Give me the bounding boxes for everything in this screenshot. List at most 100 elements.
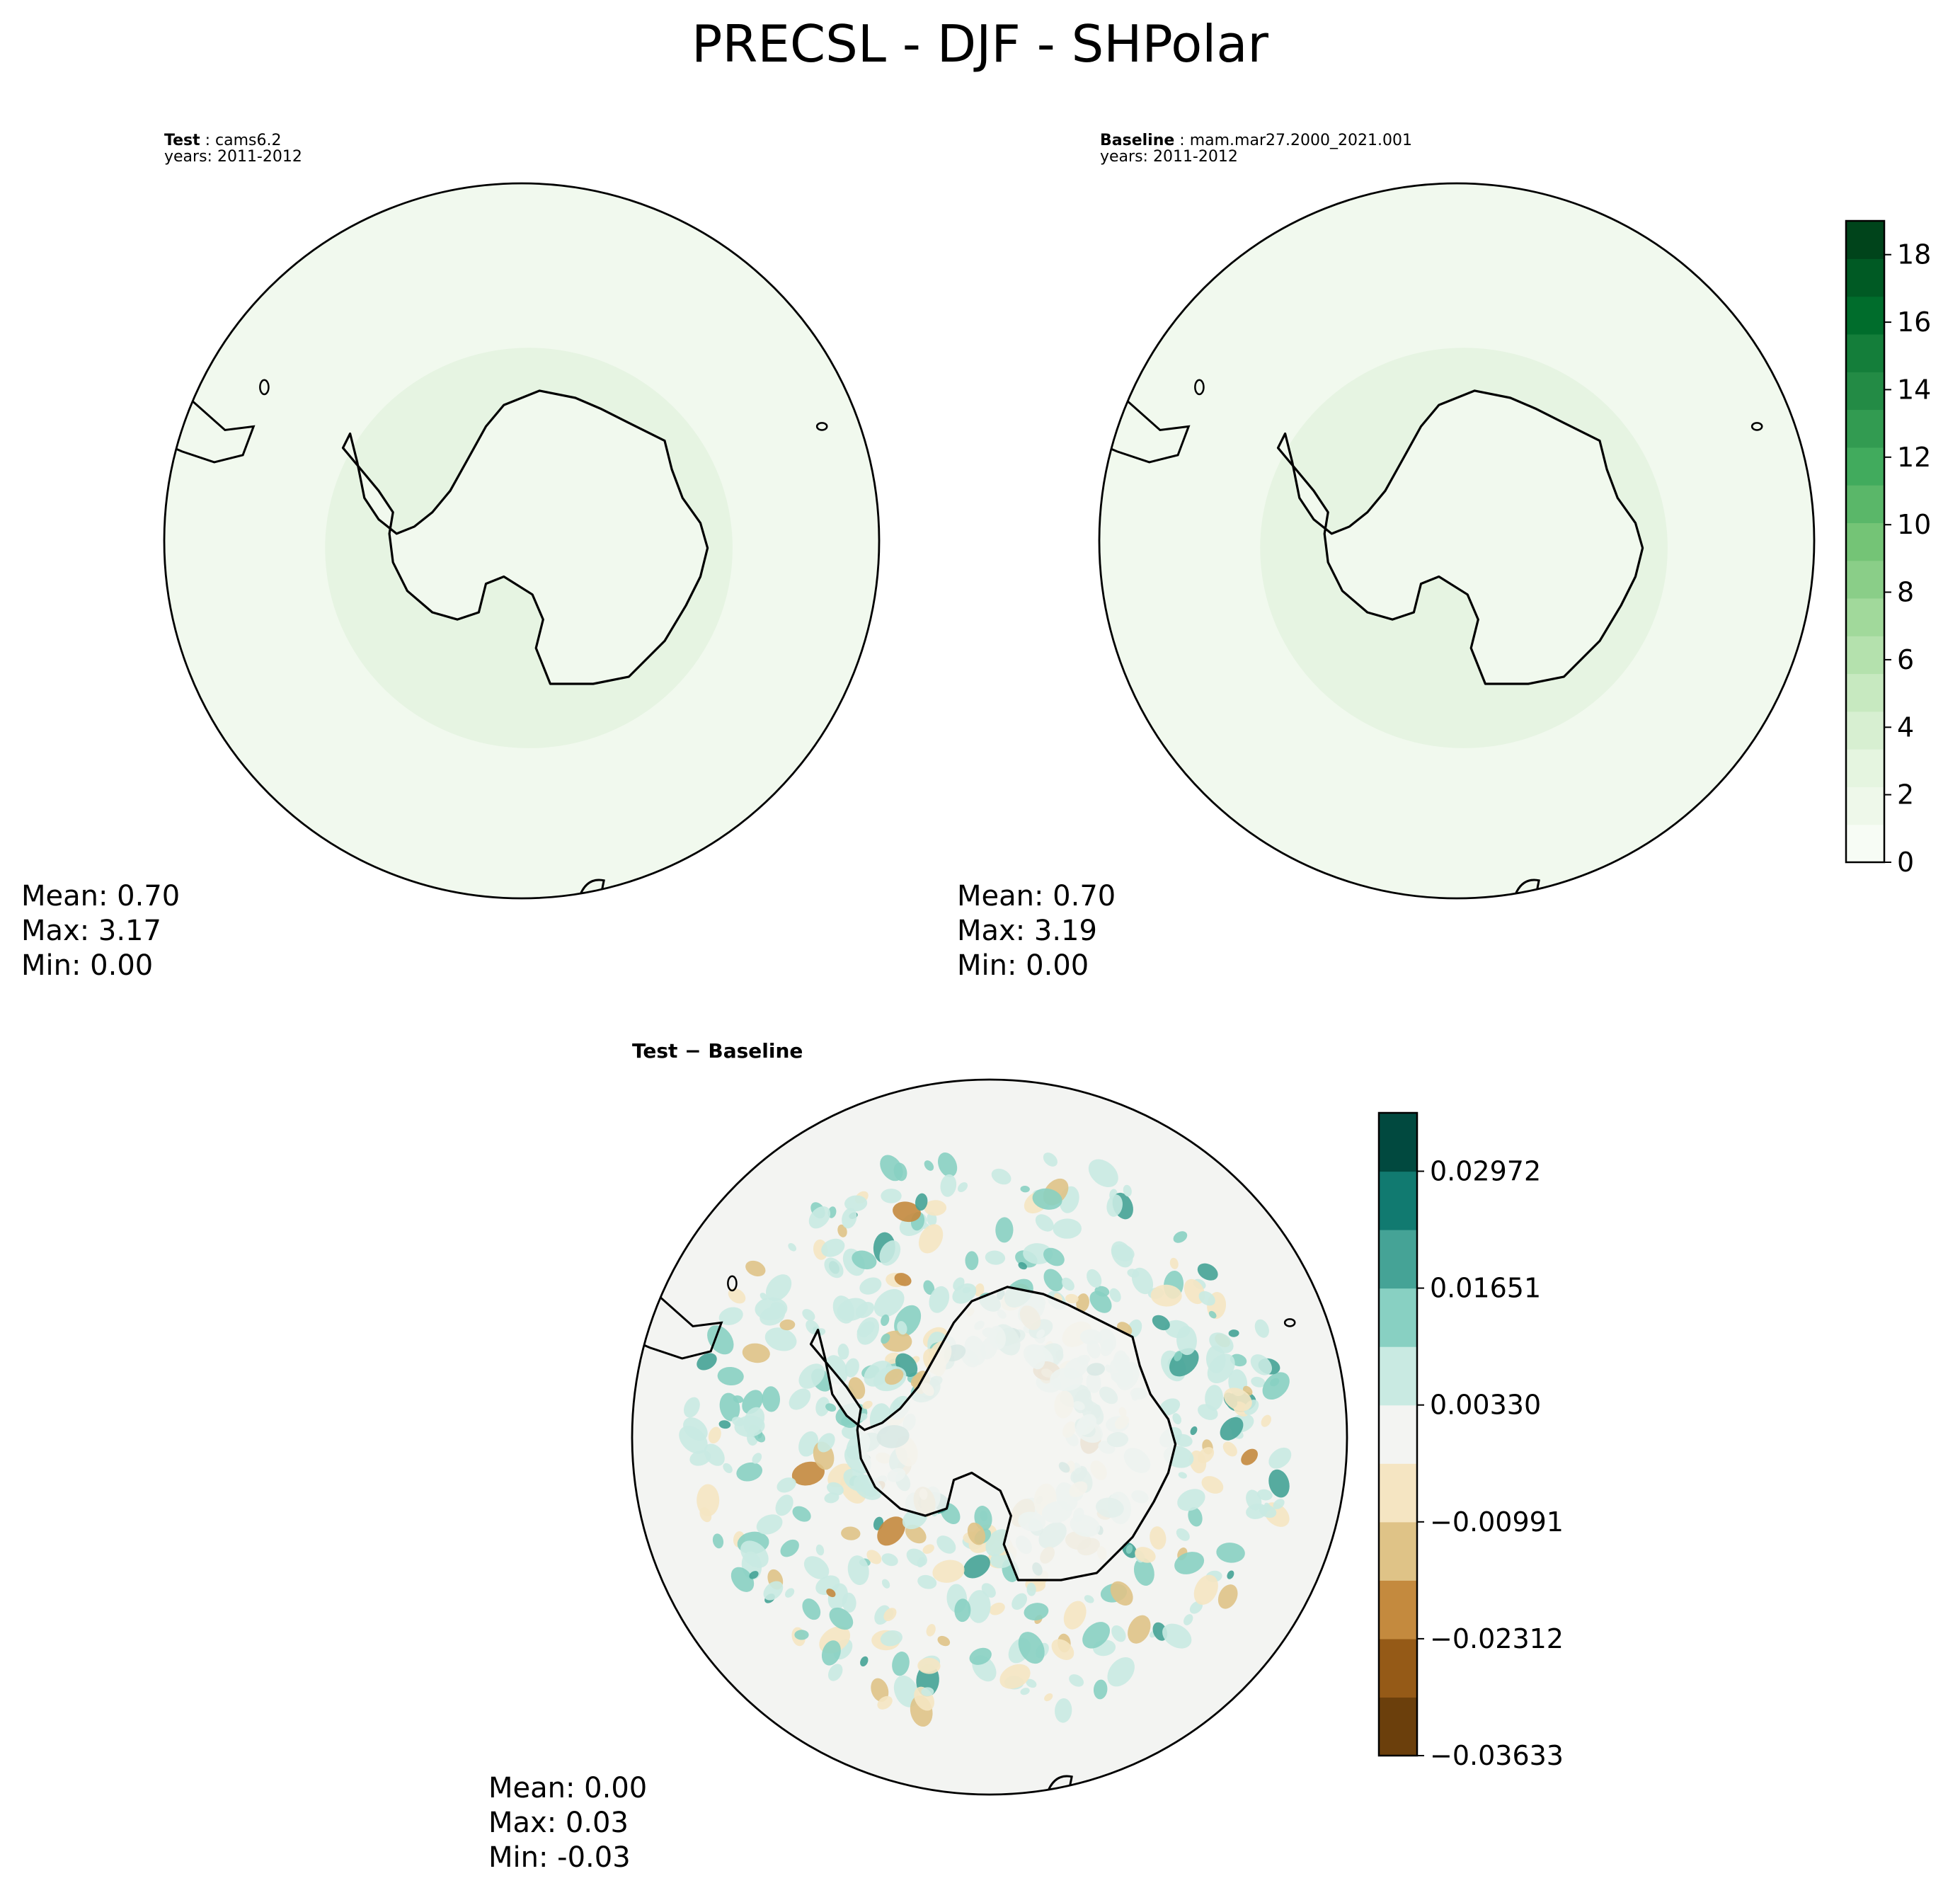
anomaly-patch	[844, 1358, 859, 1378]
colorbar-segment	[1846, 749, 1884, 787]
anomaly-patch	[785, 1588, 795, 1598]
map-boundary	[1098, 182, 1816, 900]
anomaly-patch	[1026, 1678, 1037, 1688]
anomaly-patch	[963, 1555, 990, 1579]
anomaly-patch	[967, 1522, 986, 1545]
anomaly-patch	[1020, 1688, 1030, 1695]
anomaly-patch	[926, 1624, 936, 1637]
anomaly-patch	[802, 1598, 821, 1620]
colorbar-tick-label: 0	[1897, 847, 1914, 878]
anomaly-patch	[736, 1462, 763, 1482]
colorbar-tick-label: −0.03633	[1430, 1740, 1564, 1771]
anomaly-patch	[1159, 1398, 1181, 1416]
island-falklands	[1194, 379, 1205, 396]
colorbar-frame	[1845, 219, 1886, 864]
anomaly-patch	[684, 1397, 700, 1418]
anomaly-patch	[763, 1581, 784, 1601]
anomaly-patch	[837, 1298, 868, 1321]
anomaly-patch	[815, 1544, 825, 1556]
anomaly-patch	[707, 1325, 734, 1355]
colorbar-tick-label: 4	[1897, 711, 1914, 743]
anomaly-patch	[1111, 1625, 1126, 1642]
anomaly-patch	[745, 1260, 766, 1276]
colorbar-segment	[1379, 1113, 1417, 1172]
baseline-case: mam.mar27.2000_2021.001	[1189, 132, 1412, 149]
anomaly-patch	[776, 1477, 796, 1493]
colorbar-tick-label: 0.01651	[1430, 1273, 1541, 1304]
anomaly-patch	[981, 1583, 996, 1598]
anomaly-patch	[752, 1453, 762, 1464]
anomaly-patch	[881, 1189, 902, 1203]
anomaly-patch	[991, 1168, 1011, 1185]
anomaly-patch	[1176, 1326, 1197, 1356]
anomaly-patch	[821, 1640, 841, 1666]
anomaly-patch	[1065, 1293, 1079, 1304]
anomaly-patch	[1174, 1552, 1205, 1574]
anomaly-patch	[879, 1240, 901, 1266]
anomaly-patch	[1254, 1319, 1269, 1338]
anomaly-patch	[1150, 1526, 1167, 1550]
anomaly-patch	[866, 1550, 882, 1564]
anomaly-patch	[995, 1217, 1014, 1243]
anomaly-patch	[1198, 1447, 1215, 1463]
colorbar-tick-label: 2	[1897, 779, 1914, 811]
colorbar-tick-label: −0.00991	[1430, 1506, 1564, 1538]
anomaly-patch	[918, 1224, 944, 1254]
anomaly-patch	[1084, 1595, 1094, 1603]
anomaly-patch	[877, 1516, 905, 1546]
anomaly-patch	[917, 1657, 941, 1674]
baseline-mean: Mean: 0.70	[957, 880, 1116, 912]
diff-stats: Mean: 0.00 Max: 0.03 Min: -0.03	[488, 1771, 647, 1875]
anomaly-patch	[1088, 1159, 1118, 1188]
baseline-caption: Baseline : mam.mar27.2000_2021.001 years…	[1100, 132, 1412, 166]
anomaly-patch	[1262, 1372, 1290, 1400]
anomaly-patch	[749, 1571, 759, 1579]
anomaly-patch	[965, 1251, 979, 1271]
test-max: Max: 3.17	[21, 914, 161, 947]
anomaly-patch	[844, 1195, 868, 1212]
anomaly-patch	[905, 1524, 927, 1544]
anomaly-patch	[1043, 1269, 1064, 1292]
island-falklands	[727, 1275, 738, 1292]
anomaly-patch	[815, 1575, 840, 1596]
island-kerguelen	[815, 422, 828, 431]
test-case: cams6.2	[215, 132, 282, 149]
anomaly-patch	[1222, 1441, 1237, 1457]
anomaly-patch	[699, 1507, 712, 1523]
antarctica-coastline	[341, 389, 709, 685]
colorbar-segment	[1846, 786, 1884, 825]
anomaly-patch	[929, 1286, 950, 1313]
anomaly-patch	[829, 1607, 854, 1630]
anomaly-patch	[962, 1287, 971, 1293]
diff-max: Max: 0.03	[488, 1806, 629, 1839]
anomaly-patch	[847, 1555, 869, 1586]
anomaly-patch	[860, 1656, 869, 1667]
colorbar-tick-label: 0.00330	[1430, 1390, 1541, 1421]
anomaly-patch	[794, 1630, 809, 1640]
test-years: years: 2011-2012	[164, 148, 302, 166]
anomaly-patch	[892, 1652, 910, 1676]
colorbar-segment	[1379, 1346, 1417, 1406]
colorbar-precip: 0 2 4 6 8 10 12 14 16 18	[1845, 219, 1931, 878]
island-kerguelen	[1283, 1318, 1296, 1327]
anomaly-patch	[1246, 1489, 1262, 1511]
polar-map-baseline	[1098, 182, 1816, 900]
test-mean: Mean: 0.70	[21, 880, 180, 912]
colorbar-segment	[1846, 673, 1884, 712]
anomaly-patch	[1241, 1448, 1258, 1465]
anomaly-patch	[1110, 1581, 1133, 1606]
anomaly-patch	[856, 1317, 880, 1345]
anomaly-patch	[1035, 1214, 1054, 1232]
colorbar-segment	[1379, 1463, 1417, 1523]
test-stats: Mean: 0.70 Max: 3.17 Min: 0.00	[21, 879, 180, 983]
anomaly-patch	[1188, 1506, 1203, 1527]
anomaly-patch	[881, 1553, 898, 1567]
anomaly-patch	[775, 1494, 793, 1516]
anomaly-patch	[985, 1250, 1006, 1265]
colorbar-segment	[1379, 1171, 1417, 1230]
colorbar-segment	[1846, 711, 1884, 750]
anomaly-patch	[954, 1598, 971, 1623]
anomaly-patch	[873, 1288, 905, 1317]
anomaly-patch	[1051, 1639, 1074, 1660]
anomaly-patch	[1189, 1601, 1203, 1614]
